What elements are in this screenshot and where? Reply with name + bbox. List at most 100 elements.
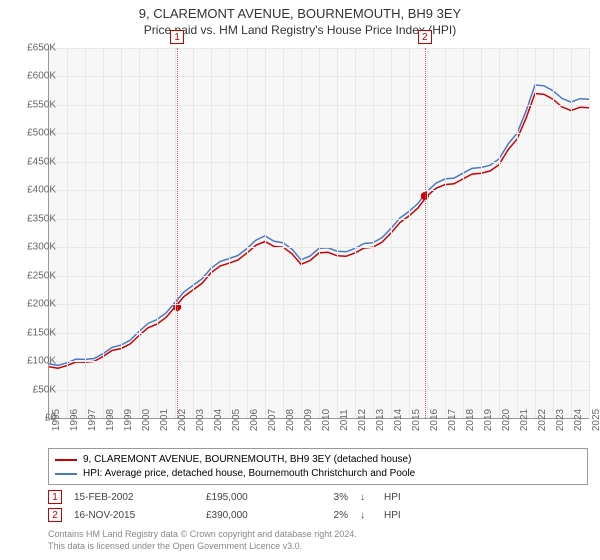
transactions-table: 1 15-FEB-2002 £195,000 3% ↓ HPI 2 16-NOV…	[48, 488, 588, 524]
x-axis-label: 2009	[303, 409, 314, 431]
gridline	[319, 48, 320, 418]
y-axis-label: £50K	[12, 384, 56, 395]
y-axis-label: £0	[12, 413, 56, 424]
gridline	[553, 48, 554, 418]
tx-date: 15-FEB-2002	[74, 492, 194, 503]
y-axis-label: £150K	[12, 327, 56, 338]
x-axis-label: 1997	[87, 409, 98, 431]
gridline	[175, 48, 176, 418]
gridline	[517, 48, 518, 418]
gridline	[85, 48, 86, 418]
gridline	[103, 48, 104, 418]
gridline	[373, 48, 374, 418]
arrow-down-icon: ↓	[360, 510, 372, 521]
y-axis-label: £300K	[12, 242, 56, 253]
gridline	[499, 48, 500, 418]
table-row: 1 15-FEB-2002 £195,000 3% ↓ HPI	[48, 488, 588, 506]
legend-item: 9, CLAREMONT AVENUE, BOURNEMOUTH, BH9 3E…	[55, 453, 581, 467]
chart-footer: Contains HM Land Registry data © Crown c…	[48, 528, 588, 552]
chart-legend: 9, CLAREMONT AVENUE, BOURNEMOUTH, BH9 3E…	[48, 448, 588, 485]
gridline	[409, 48, 410, 418]
tx-price: £195,000	[206, 492, 296, 503]
x-axis-label: 2008	[285, 409, 296, 431]
x-axis-label: 2011	[339, 409, 350, 431]
x-axis-label: 1999	[123, 409, 134, 431]
gridline	[355, 48, 356, 418]
tx-delta: 2%	[308, 510, 348, 521]
x-axis-label: 2024	[573, 409, 584, 431]
x-axis-label: 2025	[591, 409, 600, 431]
x-axis-label: 2003	[195, 409, 206, 431]
y-axis-label: £650K	[12, 43, 56, 54]
y-axis-label: £350K	[12, 213, 56, 224]
y-axis-label: £250K	[12, 270, 56, 281]
y-axis-label: £500K	[12, 128, 56, 139]
legend-label: 9, CLAREMONT AVENUE, BOURNEMOUTH, BH9 3E…	[83, 453, 411, 467]
gridline	[229, 48, 230, 418]
gridline	[265, 48, 266, 418]
gridline	[445, 48, 446, 418]
tx-suffix: HPI	[384, 492, 414, 503]
footer-line: Contains HM Land Registry data © Crown c…	[48, 528, 588, 540]
marker-line	[177, 48, 178, 418]
x-axis-label: 2015	[411, 409, 422, 431]
x-axis-label: 1998	[105, 409, 116, 431]
gridline	[427, 48, 428, 418]
x-axis-label: 1996	[69, 409, 80, 431]
marker-box-1: 1	[170, 30, 184, 44]
x-axis-label: 2021	[519, 409, 530, 431]
tx-delta: 3%	[308, 492, 348, 503]
x-axis-label: 2004	[213, 409, 224, 431]
tx-price: £390,000	[206, 510, 296, 521]
y-axis-label: £100K	[12, 356, 56, 367]
x-axis-label: 2001	[159, 409, 170, 431]
legend-label: HPI: Average price, detached house, Bour…	[83, 467, 415, 481]
x-axis-label: 2014	[393, 409, 404, 431]
x-axis-label: 2012	[357, 409, 368, 431]
x-axis-label: 2022	[537, 409, 548, 431]
gridline	[283, 48, 284, 418]
gridline	[139, 48, 140, 418]
gridline	[211, 48, 212, 418]
tx-marker-1: 1	[48, 490, 62, 504]
gridline	[337, 48, 338, 418]
gridline	[193, 48, 194, 418]
gridline	[301, 48, 302, 418]
x-axis-label: 2023	[555, 409, 566, 431]
tx-date: 16-NOV-2015	[74, 510, 194, 521]
x-axis-label: 2017	[447, 409, 458, 431]
gridline	[121, 48, 122, 418]
gridline	[589, 48, 590, 418]
footer-line: This data is licensed under the Open Gov…	[48, 540, 588, 552]
arrow-down-icon: ↓	[360, 492, 372, 503]
y-axis-label: £550K	[12, 99, 56, 110]
page-title: 9, CLAREMONT AVENUE, BOURNEMOUTH, BH9 3E…	[0, 6, 600, 21]
page-subtitle: Price paid vs. HM Land Registry's House …	[0, 23, 600, 37]
x-axis-label: 2002	[177, 409, 188, 431]
x-axis-label: 2000	[141, 409, 152, 431]
gridline	[463, 48, 464, 418]
tx-suffix: HPI	[384, 510, 414, 521]
gridline	[535, 48, 536, 418]
x-axis-label: 2007	[267, 409, 278, 431]
price-chart: 12	[48, 48, 589, 419]
legend-swatch	[55, 473, 77, 475]
x-axis-label: 1995	[51, 409, 62, 431]
gridline	[571, 48, 572, 418]
gridline	[247, 48, 248, 418]
y-axis-label: £600K	[12, 71, 56, 82]
y-axis-label: £400K	[12, 185, 56, 196]
marker-box-2: 2	[418, 30, 432, 44]
x-axis-label: 2010	[321, 409, 332, 431]
y-axis-label: £450K	[12, 156, 56, 167]
x-axis-label: 2006	[249, 409, 260, 431]
table-row: 2 16-NOV-2015 £390,000 2% ↓ HPI	[48, 506, 588, 524]
x-axis-label: 2020	[501, 409, 512, 431]
x-axis-label: 2005	[231, 409, 242, 431]
tx-marker-2: 2	[48, 508, 62, 522]
gridline	[157, 48, 158, 418]
y-axis-label: £200K	[12, 299, 56, 310]
gridline	[391, 48, 392, 418]
x-axis-label: 2019	[483, 409, 494, 431]
x-axis-label: 2018	[465, 409, 476, 431]
